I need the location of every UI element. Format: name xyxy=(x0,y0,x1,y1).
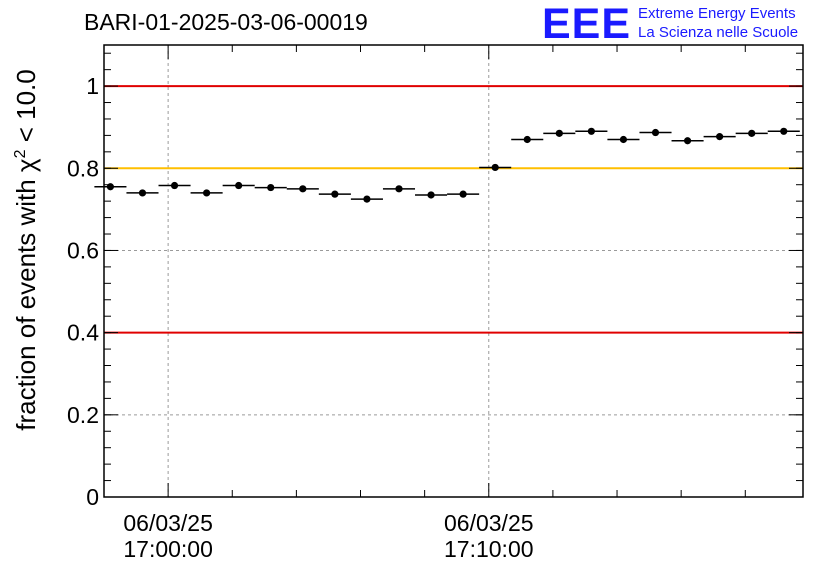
data-point xyxy=(395,185,403,193)
y-tick-label: 1 xyxy=(86,73,99,99)
eee-logo: EEE Extreme Energy Events La Scienza nel… xyxy=(542,2,834,46)
data-point xyxy=(748,129,756,137)
data-point xyxy=(299,185,307,193)
data-point xyxy=(235,181,243,190)
logo-text-line-2: La Scienza nelle Scuole xyxy=(638,24,799,41)
data-point xyxy=(683,137,692,145)
data-point xyxy=(170,181,179,190)
data-point xyxy=(203,189,211,197)
data-point xyxy=(459,190,467,198)
data-point xyxy=(619,135,628,144)
plot-frame xyxy=(103,44,804,498)
x-tick-label-date: 06/03/25 xyxy=(444,510,534,536)
y-tick-label: 0 xyxy=(86,484,99,510)
data-point xyxy=(716,133,724,141)
data-point xyxy=(138,189,147,197)
chart-title: BARI-01-2025-03-06-00019 xyxy=(84,9,368,35)
eee-logo-mark: EEE xyxy=(542,0,632,48)
logo-text-line-1: Extreme Energy Events xyxy=(638,5,796,22)
data-point xyxy=(106,183,115,191)
data-point xyxy=(651,128,660,137)
x-tick-label-time: 17:00:00 xyxy=(123,536,213,562)
data-point xyxy=(587,127,595,135)
x-tick-label-time: 17:10:00 xyxy=(444,536,534,562)
y-tick-label: 0.4 xyxy=(67,320,99,346)
data-point xyxy=(491,163,499,172)
y-axis-label: fraction of events with χ2 < 10.0 xyxy=(11,69,41,430)
data-point xyxy=(331,190,339,198)
x-tick-label-date: 06/03/25 xyxy=(123,510,213,536)
data-point xyxy=(780,127,788,135)
y-tick-label: 0.8 xyxy=(67,155,99,181)
y-tick-label: 0.2 xyxy=(67,402,99,428)
data-point xyxy=(363,195,371,203)
data-point xyxy=(523,135,531,144)
data-point xyxy=(555,129,563,137)
data-point xyxy=(267,183,275,192)
y-tick-label: 0.6 xyxy=(67,237,99,263)
data-point xyxy=(427,191,435,199)
